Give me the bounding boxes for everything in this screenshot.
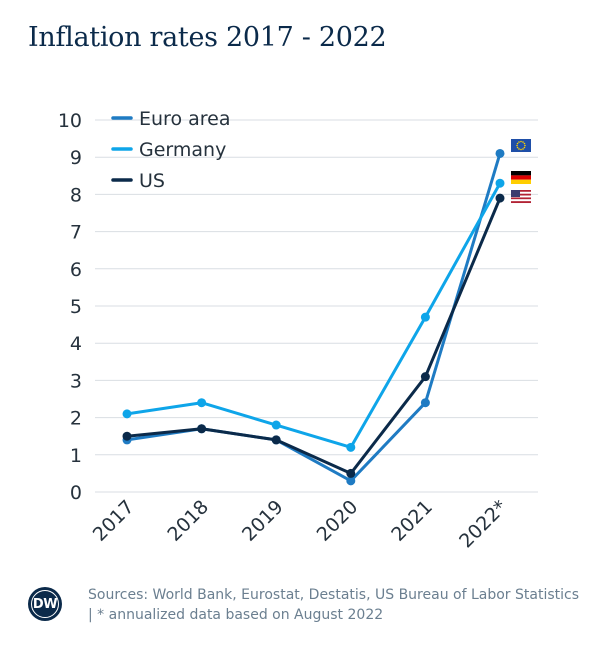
de-flag-gold bbox=[511, 179, 531, 184]
data-point bbox=[271, 435, 281, 445]
legend-label: US bbox=[139, 170, 165, 192]
footer: DW Sources: World Bank, Eurostat, Destat… bbox=[28, 585, 588, 625]
us-flag-stripe bbox=[511, 190, 531, 192]
eu-flag-star bbox=[523, 146, 526, 149]
eu-flag-star bbox=[524, 144, 526, 147]
series-germany bbox=[122, 178, 505, 452]
us-flag-stripe bbox=[511, 199, 531, 202]
series-line bbox=[125, 196, 502, 475]
eu-flag-star bbox=[520, 148, 522, 151]
eu-flag-star bbox=[522, 148, 524, 150]
us-flag-stripe bbox=[511, 193, 531, 196]
eu-flag-star bbox=[516, 144, 518, 147]
x-tick-label: 2021 bbox=[387, 496, 437, 546]
eu-flag-icon bbox=[511, 139, 531, 152]
y-tick-label: 8 bbox=[70, 184, 82, 206]
data-point bbox=[495, 178, 505, 188]
y-tick-label: 2 bbox=[70, 408, 82, 430]
us-flag-stripe bbox=[511, 191, 531, 194]
eu-flag-star bbox=[516, 146, 519, 149]
data-point bbox=[197, 398, 207, 408]
series-us bbox=[122, 193, 505, 478]
de-flag-red bbox=[511, 175, 531, 180]
y-tick-label: 5 bbox=[70, 296, 82, 318]
y-tick-label: 4 bbox=[70, 333, 82, 355]
data-point bbox=[346, 476, 356, 486]
data-point bbox=[122, 431, 132, 441]
eu-flag-star bbox=[516, 142, 519, 145]
eu-flag-star bbox=[523, 142, 526, 145]
data-point bbox=[495, 193, 505, 203]
x-tick-label: 2018 bbox=[163, 496, 213, 546]
eu-flag-star bbox=[522, 141, 524, 143]
dw-logo: DW bbox=[28, 587, 62, 621]
y-tick-label: 10 bbox=[58, 110, 82, 132]
series-line bbox=[125, 181, 502, 449]
y-tick-label: 6 bbox=[70, 259, 82, 281]
eu-flag-field bbox=[511, 139, 531, 152]
data-point bbox=[346, 468, 356, 478]
data-point bbox=[346, 442, 356, 452]
x-tick-label: 2017 bbox=[89, 496, 139, 546]
y-tick-label: 9 bbox=[70, 147, 82, 169]
x-tick-label: 2020 bbox=[313, 496, 363, 546]
us-flag-stripe bbox=[511, 195, 531, 198]
y-tick-label: 0 bbox=[70, 482, 82, 504]
germany-flag-icon bbox=[511, 171, 531, 184]
y-tick-label: 7 bbox=[70, 222, 82, 244]
us-flag-stripe bbox=[511, 197, 531, 200]
data-point bbox=[420, 398, 430, 408]
eu-flag-star bbox=[518, 141, 520, 143]
x-tick-label: 2022* bbox=[455, 496, 511, 552]
data-point bbox=[271, 420, 281, 430]
de-flag-black bbox=[511, 171, 531, 176]
us-flag-canton bbox=[511, 190, 520, 197]
chart-title: Inflation rates 2017 - 2022 bbox=[28, 22, 387, 53]
us-flag-icon bbox=[511, 190, 531, 204]
y-tick-label: 3 bbox=[70, 370, 82, 392]
us-flag-stripe bbox=[511, 201, 531, 204]
data-point bbox=[495, 148, 505, 158]
source-note: Sources: World Bank, Eurostat, Destatis,… bbox=[88, 587, 579, 623]
y-tick-label: 1 bbox=[70, 445, 82, 467]
dw-logo-ring: DW bbox=[31, 590, 59, 618]
eu-flag-star bbox=[518, 148, 520, 150]
legend-label: Euro area bbox=[139, 108, 230, 130]
data-point bbox=[420, 312, 430, 322]
line-chart: 0 1 2 3 4 5 6 7 8 9 10 2017 2018 2019 2020 2021 2022* Eur… bbox=[58, 108, 538, 552]
x-tick-label: 2019 bbox=[238, 496, 288, 546]
eu-flag-star bbox=[520, 140, 522, 143]
data-point bbox=[197, 424, 207, 434]
data-point bbox=[122, 409, 132, 419]
data-point bbox=[420, 372, 430, 382]
legend-label: Germany bbox=[139, 139, 226, 161]
